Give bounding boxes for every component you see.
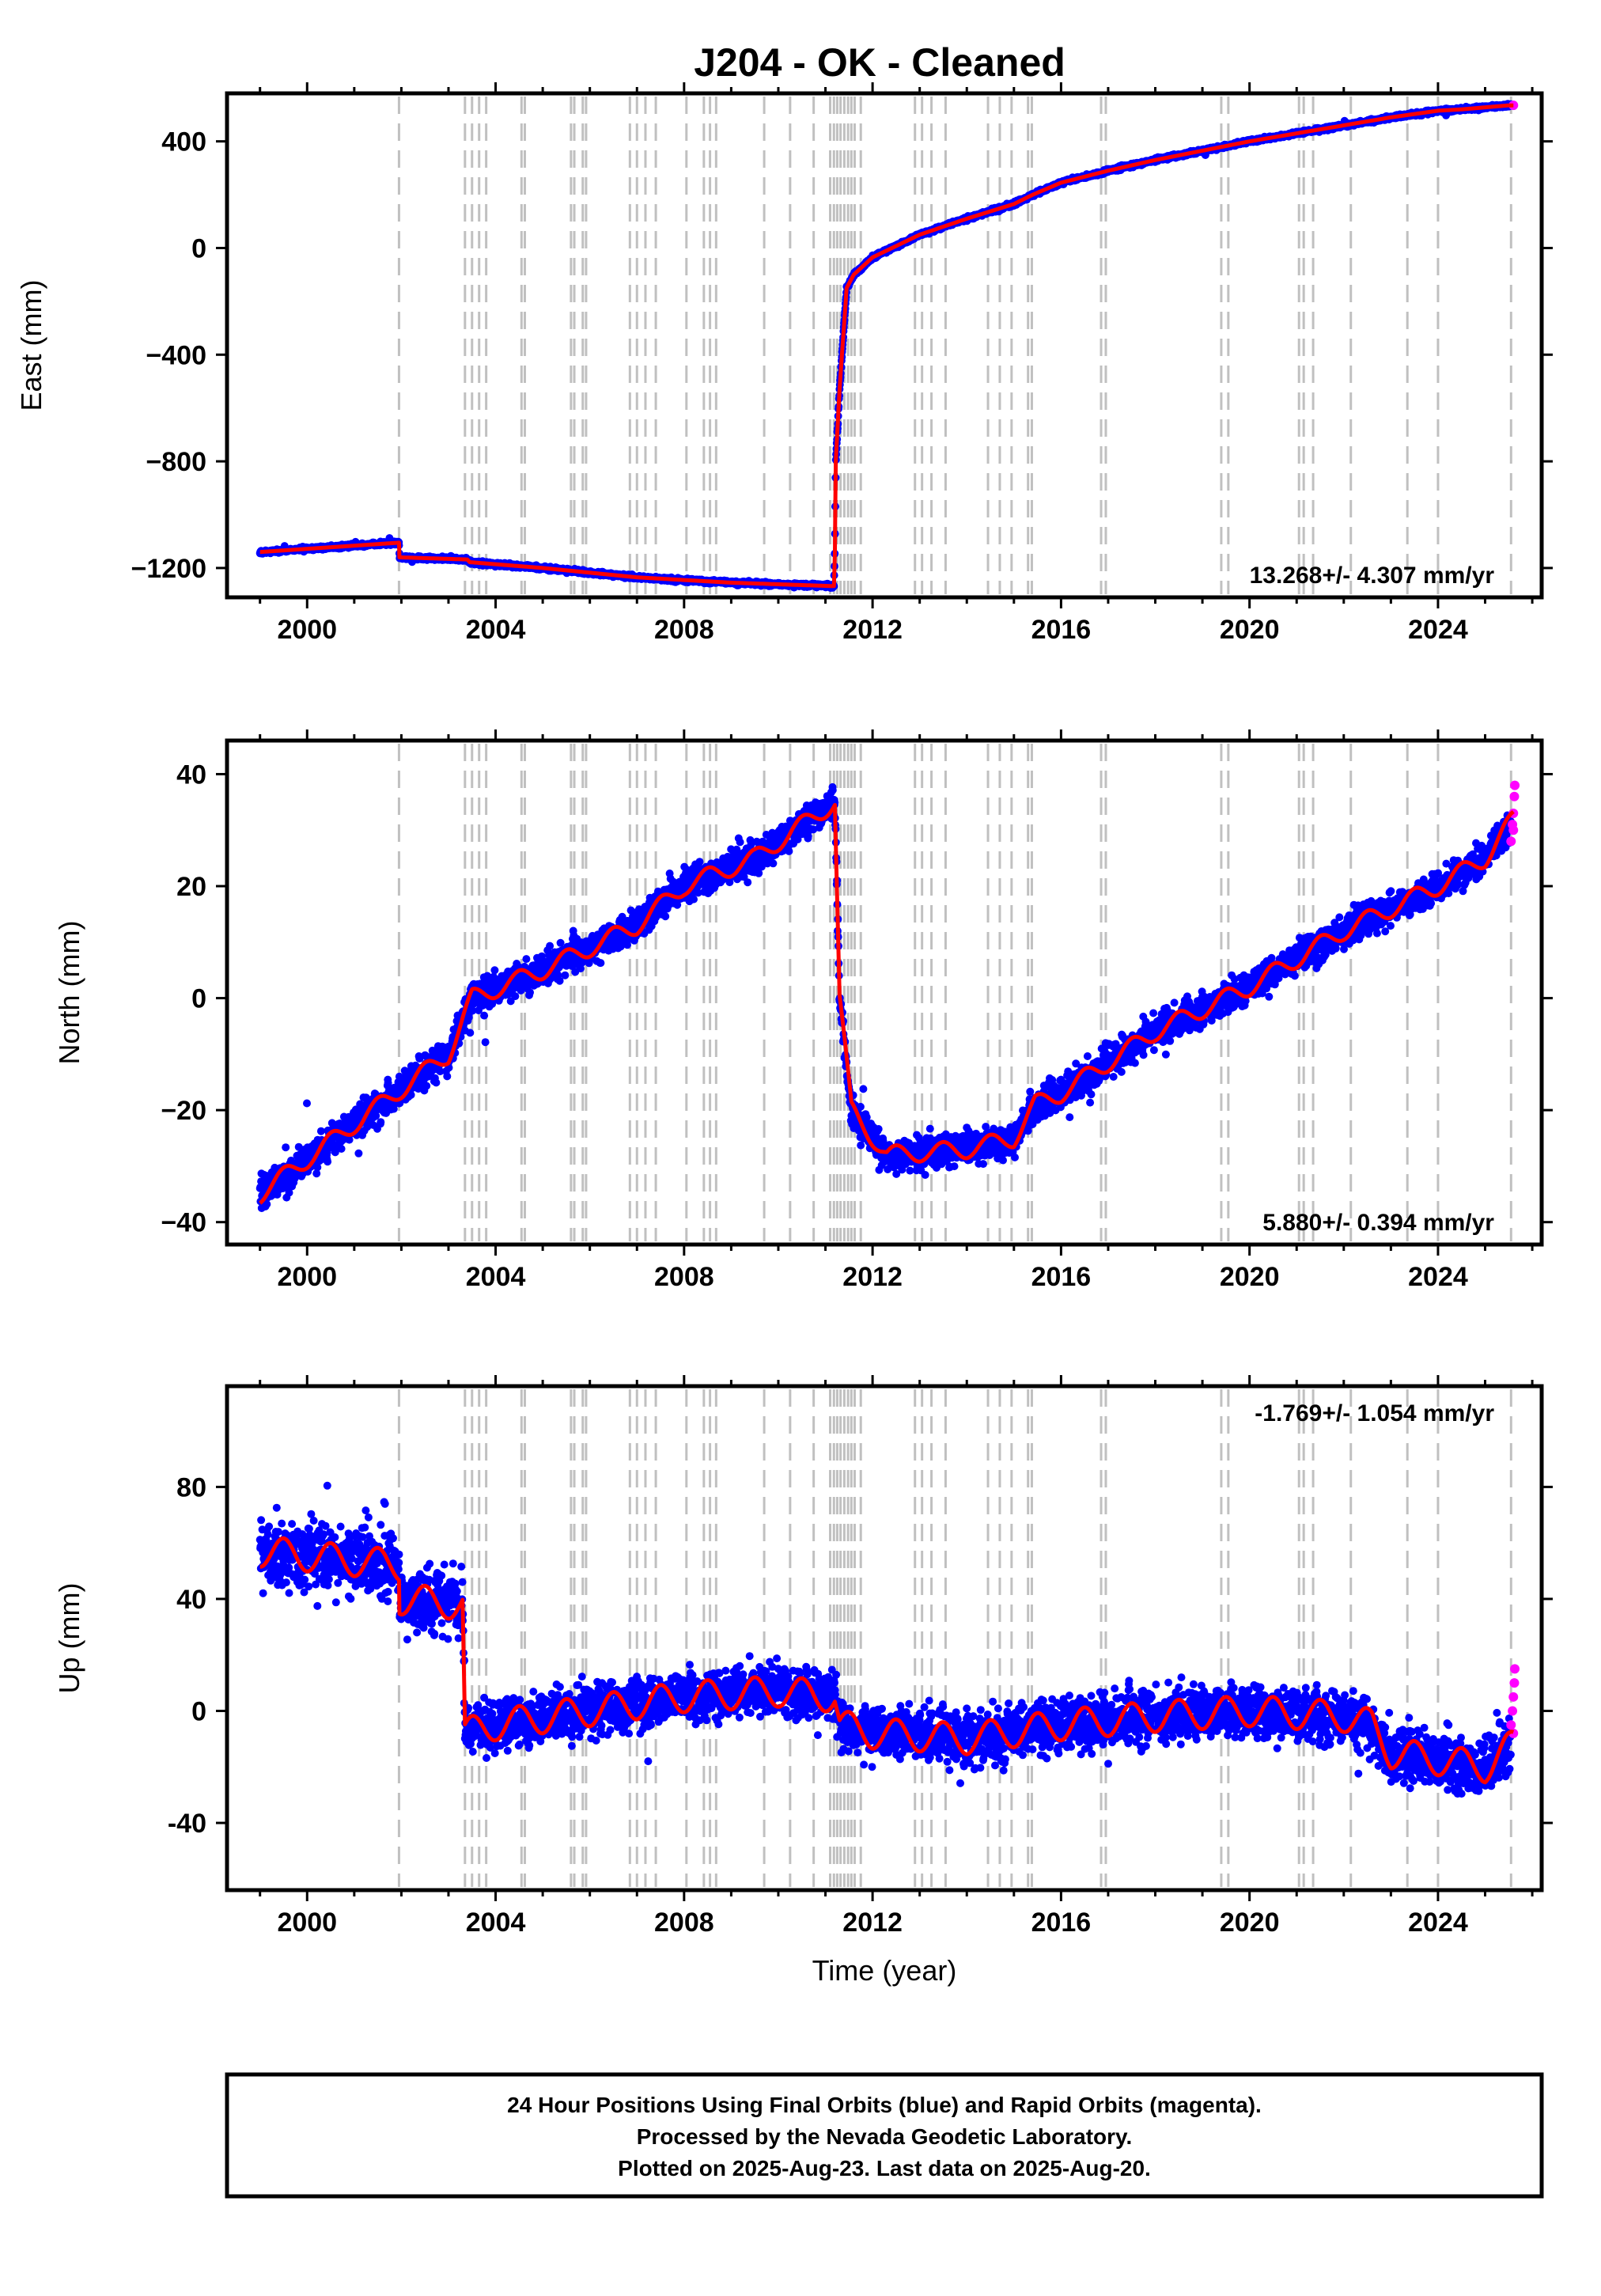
x-tick-label: 2024 (1408, 615, 1468, 645)
x-tick-label: 2008 (654, 615, 714, 645)
y-axis-label: East (mm) (15, 280, 47, 411)
y-tick-label: −800 (146, 447, 206, 477)
event-lines (397, 97, 1512, 594)
final-orbit-points (255, 782, 1515, 1212)
east-panel: 2000 2004 2008 2012 2016 2020 2024 −1200 −800 −40… (15, 82, 1553, 645)
y-tick-label: −1200 (131, 554, 207, 584)
x-tick-label: 2016 (1031, 615, 1092, 645)
y-tick-label: 400 (161, 127, 206, 157)
data-point (324, 1157, 332, 1166)
x-tick-label: 2012 (842, 615, 903, 645)
x-tick-label: 2000 (277, 615, 337, 645)
x-tick-label: 2004 (466, 615, 526, 645)
data-point (282, 1143, 290, 1152)
model-line (258, 103, 1516, 589)
data-point (337, 1145, 346, 1153)
y-tick-label: 0 (191, 233, 206, 263)
y-tick-label: −400 (146, 340, 206, 370)
data-point (354, 1149, 363, 1157)
north-panel: 2000 2004 2008 2012 2016 2020 2024−40−2002040N… (53, 729, 1553, 1292)
chart-title: J204 - OK - Cleaned (694, 40, 1065, 85)
data-point (303, 1099, 311, 1108)
x-tick-label: 2020 (1220, 615, 1280, 645)
plot-frame (225, 91, 1544, 600)
rate-label: 13.268+/- 4.307 mm/yr (1250, 563, 1495, 589)
data-point (316, 1127, 325, 1135)
final-orbit-points (255, 100, 1515, 593)
